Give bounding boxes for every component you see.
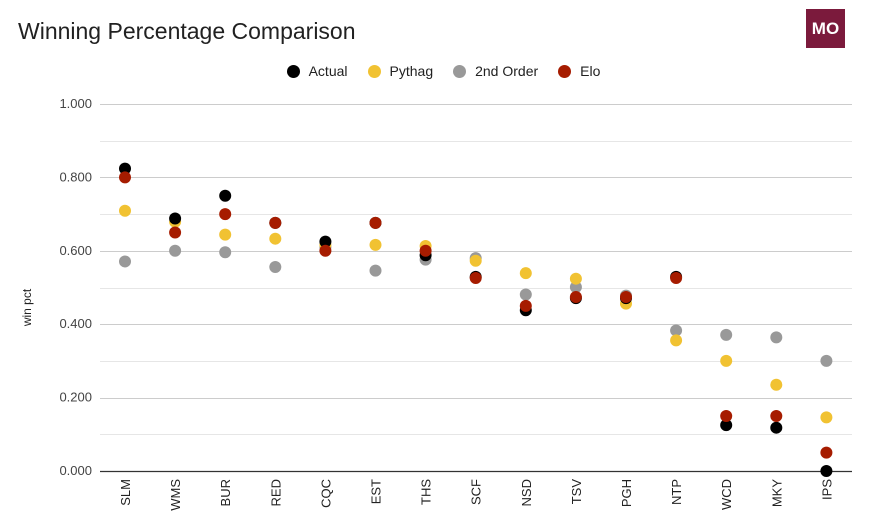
point-pythag-nsd (519, 267, 532, 280)
legend-marker-pythag (367, 64, 381, 78)
legend-label-pythag: Pythag (389, 63, 434, 79)
point-actual-cqc (319, 235, 332, 248)
point-elo-scf (469, 271, 482, 284)
point-elo-wms (169, 226, 182, 239)
x-tick-label-pgh: PGH (619, 479, 634, 507)
y-tick-label: 0.600 (59, 243, 92, 258)
point-2nd-order-nsd (519, 288, 532, 301)
legend-marker-elo (558, 64, 572, 78)
point-pythag-wcd (720, 354, 733, 367)
point-elo-tsv (569, 291, 582, 304)
point-2nd-order-mky (770, 331, 783, 344)
point-actual-slm (119, 162, 131, 175)
point-elo-est (369, 216, 382, 229)
x-tick-label-ips: IPS (819, 479, 834, 500)
y-tick-label: 0.400 (59, 316, 92, 331)
legend-label-actual: Actual (308, 63, 348, 79)
x-tick-label-wcd: WCD (719, 479, 734, 510)
point-2nd-order-red (269, 260, 282, 273)
point-pythag-tsv (569, 272, 582, 285)
point-actual-bur (219, 189, 232, 202)
x-tick-label-red: RED (268, 479, 283, 506)
chart-legend: Actual Pythag 2nd Order Elo (0, 61, 871, 81)
y-tick-label: 1.000 (59, 96, 92, 111)
x-tick-label-bur: BUR (218, 479, 233, 506)
point-elo-pgh (620, 291, 632, 304)
point-elo-red (269, 216, 282, 229)
x-tick-label-slm: SLM (118, 479, 133, 506)
legend-item-pythag[interactable]: Pythag (367, 61, 434, 81)
legend-item-elo[interactable]: Elo (558, 61, 600, 81)
point-elo-ths (419, 244, 432, 257)
point-pythag-bur (219, 228, 232, 241)
x-tick-label-scf: SCF (469, 479, 484, 505)
point-2nd-order-wcd (720, 328, 733, 341)
y-tick-label: 0.000 (59, 463, 92, 478)
point-elo-ntp (670, 271, 683, 284)
legend-label-elo: Elo (580, 63, 601, 79)
point-pythag-scf (469, 254, 482, 267)
point-elo-nsd (519, 299, 532, 312)
y-axis-label: win pct (20, 288, 34, 327)
point-elo-bur (219, 208, 232, 221)
legend-label-2nd-order: 2nd Order (475, 63, 539, 79)
point-actual-ips (820, 465, 833, 477)
x-tick-label-wms: WMS (168, 479, 183, 511)
point-2nd-order-ips (820, 354, 833, 367)
point-elo-slm (119, 171, 131, 184)
point-actual-wms (169, 212, 182, 225)
point-2nd-order-wms (169, 244, 182, 257)
point-elo-cqc (319, 244, 332, 257)
point-2nd-order-slm (119, 255, 131, 268)
point-elo-ips (820, 446, 833, 459)
legend-marker-2nd-order (453, 64, 467, 78)
legend-item-2nd-order[interactable]: 2nd Order (453, 61, 538, 81)
point-pythag-ips (820, 411, 833, 424)
point-elo-wcd (720, 409, 733, 422)
y-tick-label: 0.200 (59, 390, 92, 405)
x-tick-label-ntp: NTP (669, 479, 684, 505)
point-pythag-est (369, 238, 382, 251)
point-pythag-mky (770, 378, 783, 391)
x-tick-label-ths: THS (419, 479, 434, 505)
chart-title: Winning Percentage Comparison (18, 18, 356, 44)
x-tick-label-cqc: CQC (318, 479, 333, 508)
x-tick-label-nsd: NSD (519, 479, 534, 506)
point-2nd-order-ntp (670, 324, 683, 337)
point-pythag-red (269, 232, 282, 245)
point-elo-mky (770, 409, 783, 422)
brand-logo: MO (806, 9, 845, 48)
point-2nd-order-est (369, 264, 382, 277)
y-tick-label: 0.800 (59, 169, 92, 184)
point-actual-wcd (720, 419, 733, 432)
legend-marker-actual (286, 64, 300, 78)
x-tick-label-tsv: TSV (569, 479, 584, 505)
point-pythag-slm (119, 204, 131, 217)
point-2nd-order-bur (219, 246, 232, 259)
point-actual-mky (770, 421, 783, 434)
point-pythag-ntp (670, 334, 683, 347)
point-2nd-order-tsv (569, 281, 582, 294)
x-tick-label-mky: MKY (769, 479, 784, 508)
x-tick-label-est: EST (369, 479, 384, 504)
legend-item-actual[interactable]: Actual (286, 61, 348, 81)
